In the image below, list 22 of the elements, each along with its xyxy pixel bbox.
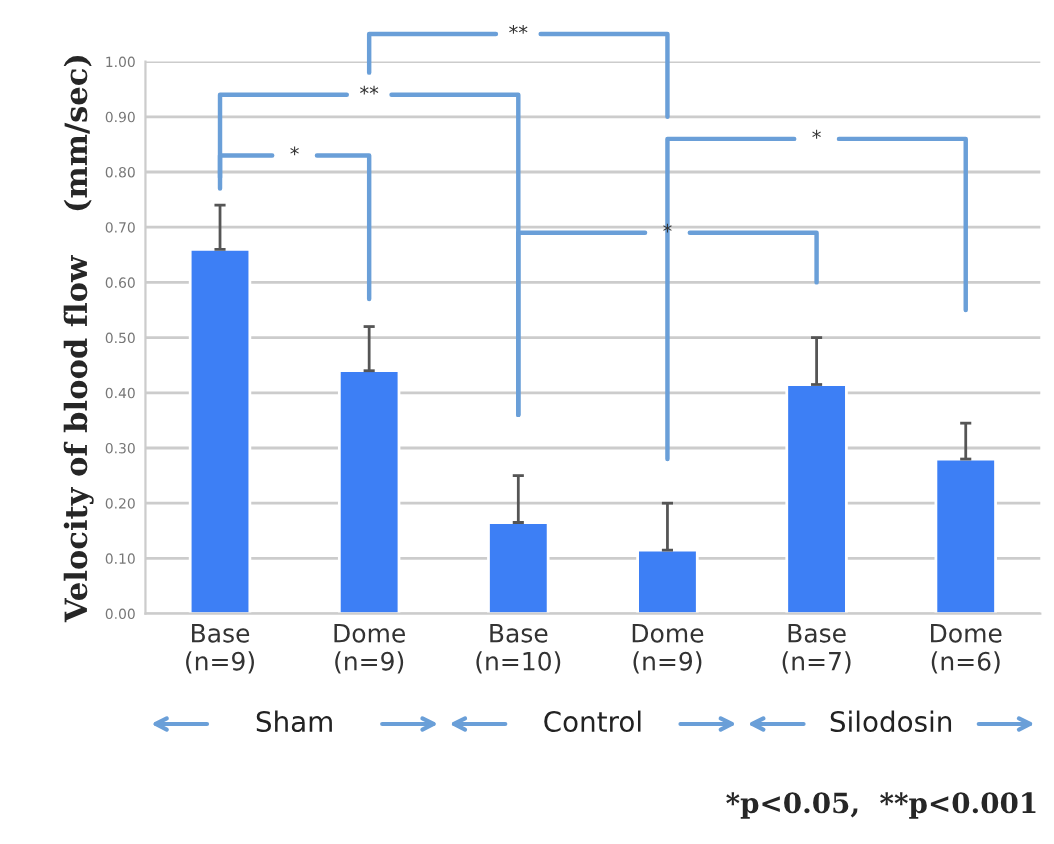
x-tick-label: Dome (n=9) bbox=[632, 624, 704, 674]
bar bbox=[487, 521, 550, 614]
annotation: ** bbox=[360, 85, 379, 95]
bar bbox=[188, 247, 252, 614]
annotation: * bbox=[663, 223, 672, 233]
text: *p<0.05, **p<0.001 bbox=[726, 792, 1036, 819]
y-axis-title: Velocity of blood flow (mm/sec) bbox=[63, 56, 94, 623]
x-tick-label: Dome (n=9) bbox=[334, 624, 405, 674]
text: ** bbox=[509, 24, 528, 34]
x-tick-label: Dome (n=6) bbox=[931, 624, 1002, 674]
text: Silodosin bbox=[830, 710, 952, 733]
x-tick-label: Base (n=9) bbox=[186, 624, 254, 674]
text: Control bbox=[544, 710, 641, 733]
text: Sham bbox=[256, 710, 332, 733]
bar bbox=[934, 457, 997, 614]
annotation: * bbox=[290, 146, 299, 156]
x-tick-label: Base (n=7) bbox=[782, 624, 851, 674]
bar bbox=[337, 369, 401, 614]
x-tick-label: Base (n=10) bbox=[476, 624, 561, 674]
annotation: * bbox=[812, 129, 821, 139]
bar bbox=[636, 548, 699, 614]
bar bbox=[785, 383, 848, 614]
